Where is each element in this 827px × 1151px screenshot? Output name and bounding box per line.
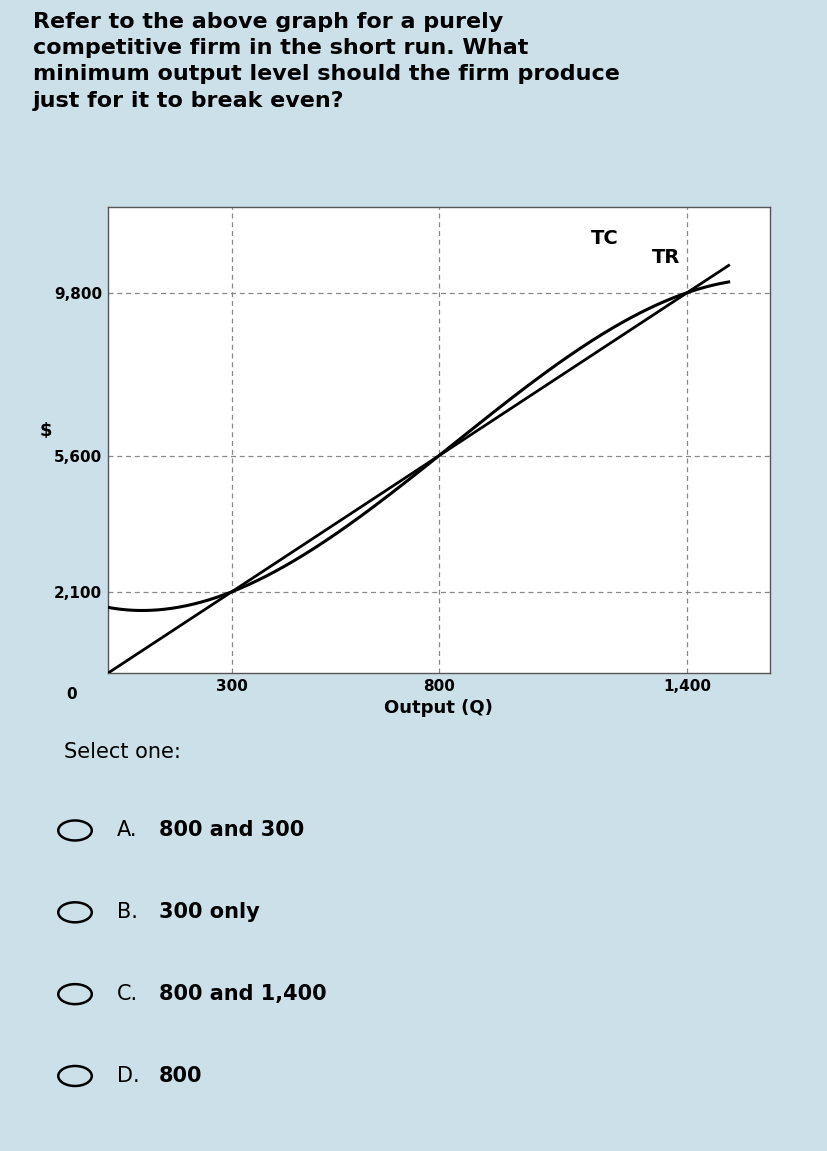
Text: 0: 0 bbox=[66, 687, 76, 702]
Text: 800 and 1,400: 800 and 1,400 bbox=[159, 984, 326, 1004]
Text: B.: B. bbox=[117, 902, 137, 922]
Text: C.: C. bbox=[117, 984, 138, 1004]
Text: TC: TC bbox=[590, 229, 618, 247]
Text: 300 only: 300 only bbox=[159, 902, 259, 922]
Text: Select one:: Select one: bbox=[64, 741, 180, 762]
Text: D.: D. bbox=[117, 1066, 140, 1087]
Text: Refer to the above graph for a purely
competitive firm in the short run. What
mi: Refer to the above graph for a purely co… bbox=[33, 12, 619, 110]
Text: 800 and 300: 800 and 300 bbox=[159, 821, 304, 840]
X-axis label: Output (Q): Output (Q) bbox=[384, 700, 493, 717]
Text: 800: 800 bbox=[159, 1066, 202, 1087]
Y-axis label: $: $ bbox=[39, 422, 52, 440]
Text: TR: TR bbox=[652, 249, 680, 267]
Text: A.: A. bbox=[117, 821, 137, 840]
